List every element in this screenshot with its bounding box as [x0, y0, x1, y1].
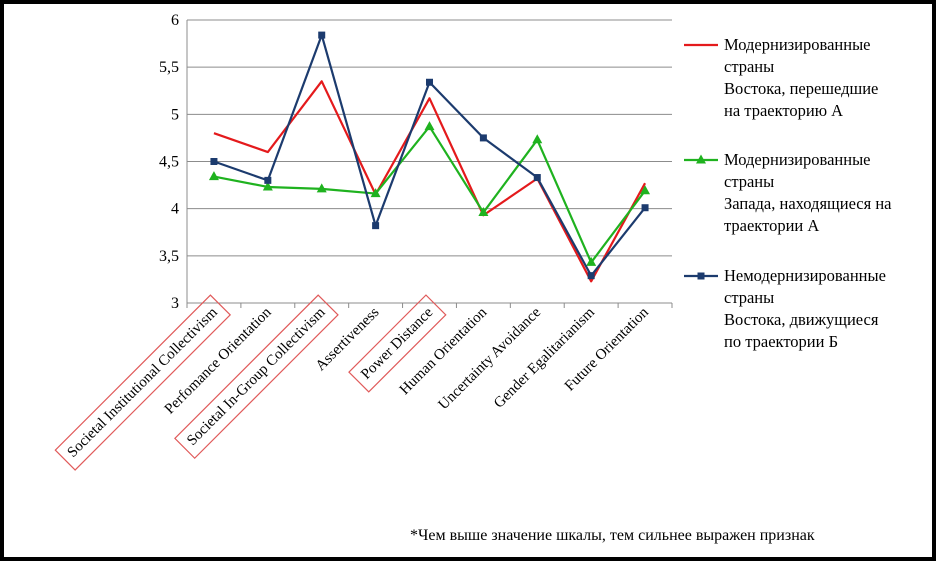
gridlines [186, 19, 673, 308]
legend-label: на траекторию А [724, 101, 844, 120]
y-tick-label: 5,5 [159, 59, 179, 76]
legend-label: по траектории Б [724, 332, 839, 351]
x-category: Power Distance [348, 294, 447, 393]
legend-label: траектории А [724, 216, 820, 235]
data-point [478, 206, 489, 216]
data-point [370, 188, 381, 198]
legend-swatch [684, 43, 718, 47]
legend-entry: Модернизированные страны Востока, перешедш… [724, 34, 878, 122]
legend-label: Востока, перешедшие [724, 79, 879, 98]
x-category: Perfomance Orientation [162, 304, 275, 417]
legend-label: Немодернизированные [724, 266, 886, 285]
x-category-label: Uncertainty Avoidance [435, 304, 544, 413]
legend-label: Модернизированные [724, 35, 871, 54]
chart-panel: 3 3,5 4 4,5 5 5,5 6 Societal Institutional Col… [4, 4, 932, 557]
data-point [262, 181, 273, 191]
data-point [587, 272, 595, 280]
legend-label: страны [724, 57, 775, 76]
y-tick-label: 3 [171, 295, 179, 312]
series-line [213, 125, 646, 264]
data-point [640, 185, 651, 195]
x-category: Uncertainty Avoidance [435, 304, 544, 413]
series-lines [208, 31, 651, 283]
series-line [213, 80, 647, 283]
data-point [424, 121, 435, 131]
highlight-box [348, 294, 447, 393]
legend-label: Востока, движущиеся [724, 310, 879, 329]
y-axis-ticks: 3 3,5 4 4,5 5 5,5 6 [159, 12, 179, 312]
legend-label: страны [724, 288, 775, 307]
data-point [532, 134, 543, 144]
y-tick-label: 5 [171, 106, 179, 123]
x-category: Gender Egalitarianism [491, 304, 598, 411]
data-point [586, 256, 597, 266]
legend-entry: Модернизированные страны Запада, находящие… [724, 149, 892, 237]
data-point [426, 78, 433, 86]
line-chart: 3 3,5 4 4,5 5 5,5 6 Societal Institutional Col… [54, 12, 673, 471]
data-point [316, 183, 327, 193]
series-2 [208, 121, 651, 266]
legend-label: страны [724, 172, 775, 191]
data-point [533, 174, 541, 182]
legend-label: Модернизированные [724, 150, 871, 169]
data-point [210, 158, 218, 165]
series-3 [210, 31, 649, 280]
y-tick-label: 4,5 [159, 154, 179, 171]
data-point [372, 222, 380, 230]
legend-swatch [684, 154, 718, 164]
y-tick-label: 4 [171, 201, 179, 218]
data-point [208, 171, 219, 181]
series-1 [213, 80, 647, 283]
data-point [479, 134, 487, 142]
data-point [264, 176, 272, 184]
data-point [318, 31, 326, 39]
y-tick-label: 3,5 [159, 248, 179, 265]
footnote: *Чем выше значение шкалы, тем сильнее вы… [410, 527, 815, 544]
legend-label: Запада, находящиеся на [724, 194, 892, 213]
x-category-label: Perfomance Orientation [162, 304, 275, 417]
x-axis-categories: Societal Institutional CollectivismPerfo… [54, 294, 652, 471]
highlight-box [174, 294, 339, 460]
legend-entry: Немодернизированные страны Востока, движущ… [724, 265, 886, 353]
y-tick-label: 6 [171, 12, 179, 29]
highlight-box [54, 294, 232, 471]
x-category-label: Gender Egalitarianism [491, 304, 598, 411]
legend-swatch [684, 272, 718, 280]
data-point [641, 204, 649, 212]
